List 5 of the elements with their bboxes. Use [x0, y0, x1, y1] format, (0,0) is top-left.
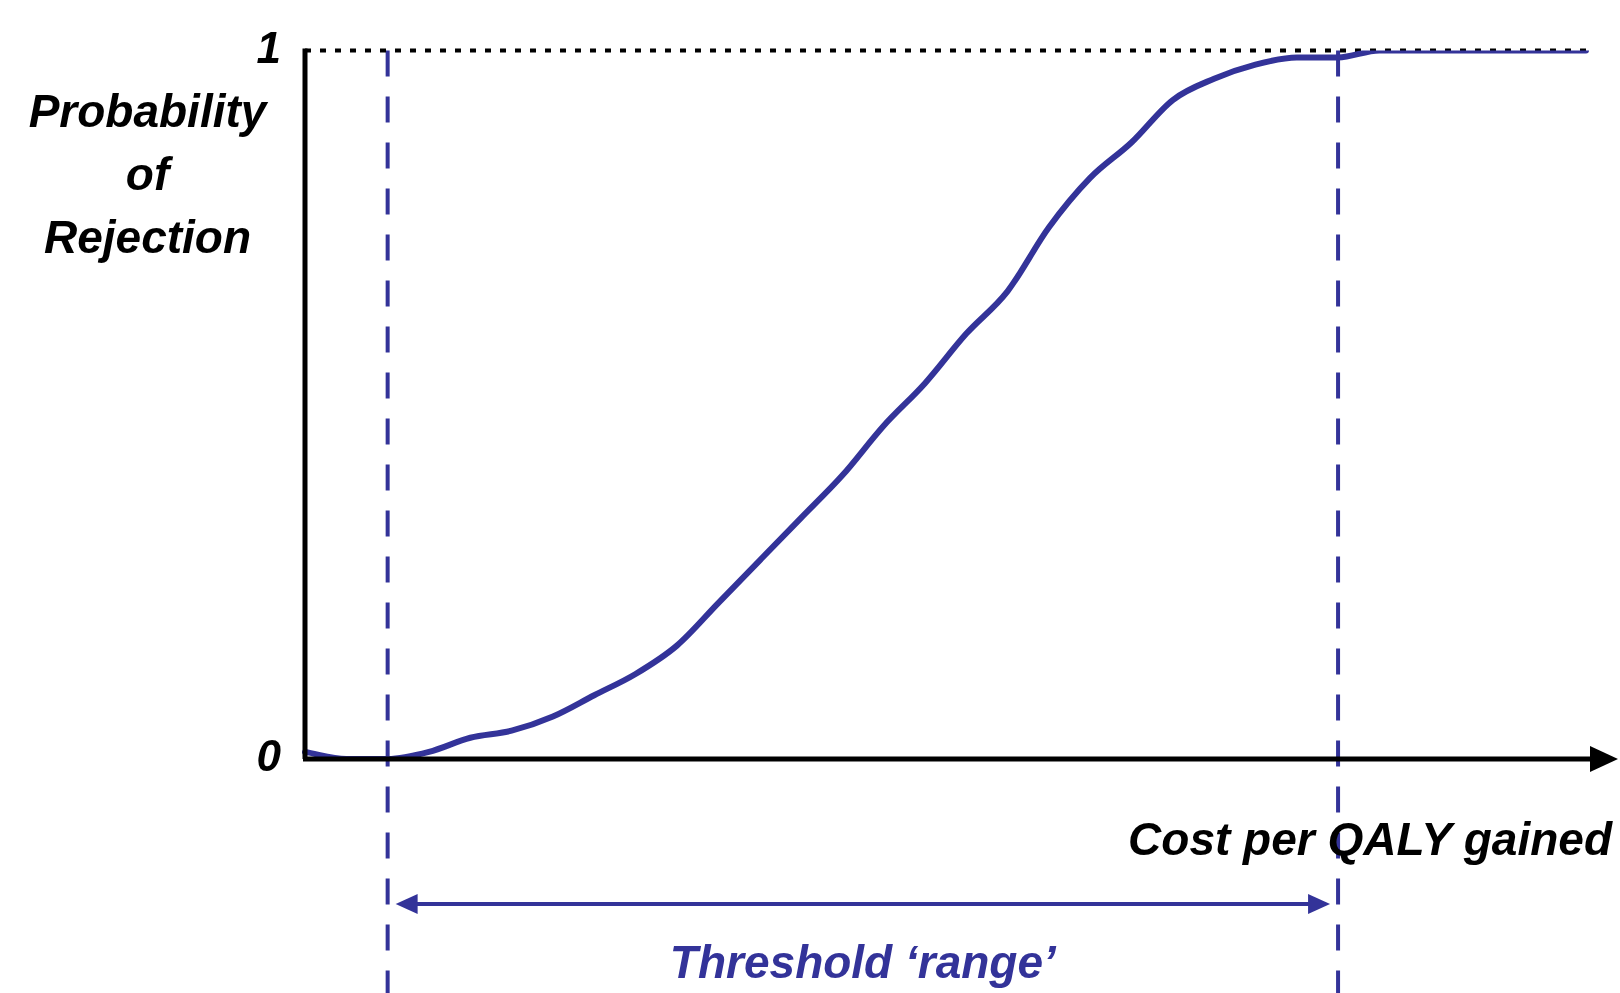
- x-axis-title: Cost per QALY gained: [1128, 812, 1612, 866]
- y-tick-label: 1: [256, 22, 281, 72]
- y-axis-title: Probability of Rejection: [27, 84, 269, 265]
- text: Threshold ‘range’: [669, 935, 1056, 989]
- y-tick-label: 0: [256, 731, 282, 781]
